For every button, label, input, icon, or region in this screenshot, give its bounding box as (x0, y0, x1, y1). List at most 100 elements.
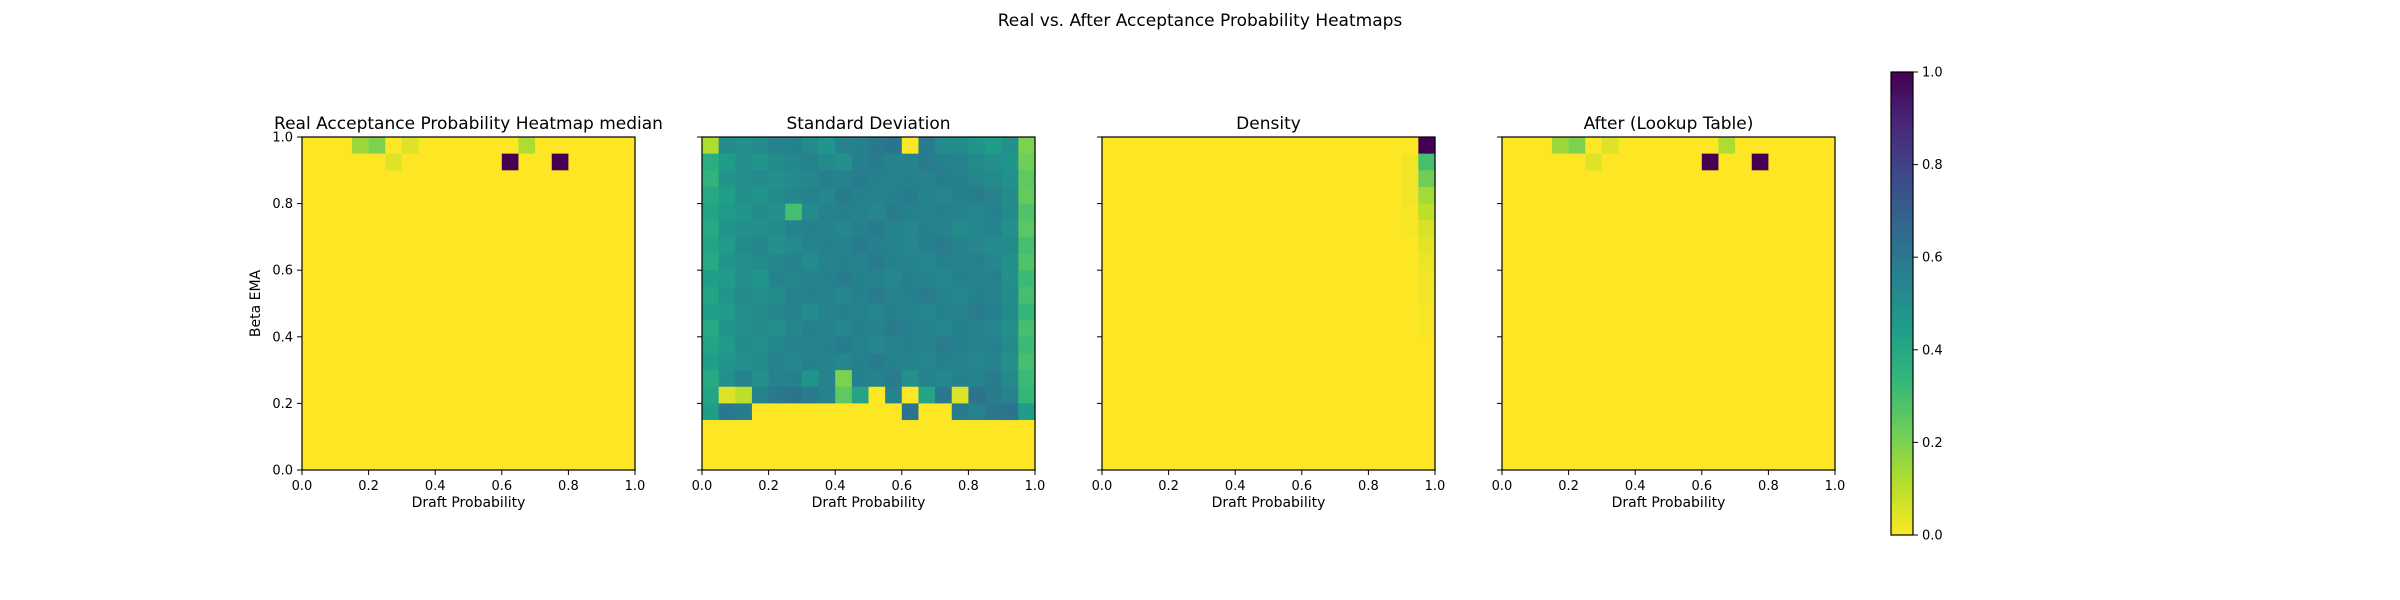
heatmap-cell (568, 403, 586, 421)
heatmap-cell (1235, 153, 1253, 171)
heatmap-cell (768, 353, 786, 371)
heatmap-cell (451, 236, 470, 255)
heatmap-cell (1685, 453, 1703, 471)
heatmap-cell (851, 353, 870, 371)
heatmap-cell (702, 203, 720, 221)
heatmap-cell (1335, 286, 1353, 305)
heatmap-cell (851, 203, 870, 221)
heatmap-cell (401, 403, 420, 421)
heatmap-cell (485, 203, 503, 221)
heatmap-cell (585, 203, 603, 221)
heatmap-cell (1301, 220, 1320, 238)
heatmap-cell (1535, 286, 1553, 305)
heatmap-cell (1018, 270, 1036, 288)
heatmap-cell (1218, 286, 1236, 305)
heatmap-cell (1268, 336, 1286, 355)
heatmap-cell (818, 286, 836, 305)
heatmap-cell (1351, 253, 1369, 271)
colorbar-segment (1891, 396, 1913, 402)
heatmap-cell (1635, 270, 1653, 288)
heatmap-cell (1751, 420, 1769, 438)
heatmap-cell (1818, 303, 1836, 321)
heatmap-cell (1368, 253, 1386, 271)
heatmap-cell (1735, 253, 1753, 271)
heatmap-cell (1235, 336, 1253, 355)
heatmap-cell (1568, 320, 1586, 338)
heatmap-cell (935, 336, 953, 355)
heatmap-cell (1151, 370, 1170, 388)
heatmap-cell (435, 203, 453, 221)
heatmap-cell (435, 403, 453, 421)
heatmap-cell (1785, 386, 1803, 404)
heatmap-cell (1518, 170, 1536, 188)
heatmap-cell (1651, 236, 1670, 255)
heatmap-cell (1635, 203, 1653, 221)
colorbar-segment (1891, 298, 1913, 305)
heatmap-cell (1768, 286, 1786, 305)
heatmap-cell (318, 336, 336, 355)
heatmap-cell (1718, 153, 1736, 171)
heatmap-cell (1735, 320, 1753, 338)
colorbar-segment (1891, 215, 1913, 221)
heatmap-cell (1151, 236, 1170, 255)
heatmap-cell (1285, 386, 1303, 404)
heatmap-cell (751, 386, 770, 404)
heatmap-cell (585, 170, 603, 188)
heatmap-cell (1668, 336, 1686, 355)
heatmap-cell (1001, 370, 1019, 388)
heatmap-cell (551, 170, 569, 188)
heatmap-cell (1251, 420, 1270, 438)
heatmap-cell (1385, 270, 1403, 288)
heatmap-cell (901, 153, 920, 171)
heatmap-cell (418, 236, 436, 255)
heatmap-panel-4: After (Lookup Table)0.0 0.2 0.4 0.6 0.8 1.0Dr… (1492, 114, 1846, 511)
heatmap-cell (702, 170, 720, 188)
heatmap-cell (901, 386, 920, 404)
heatmap-cell (451, 286, 470, 305)
heatmap-cell (1551, 453, 1570, 471)
heatmap-cell (1618, 370, 1636, 388)
heatmap-cell (1568, 420, 1586, 438)
heatmap-cell (768, 303, 786, 321)
heatmap-cell (951, 320, 969, 338)
heatmap-cell (1318, 270, 1336, 288)
heatmap-cell (1668, 170, 1686, 188)
heatmap-cell (1818, 286, 1836, 305)
heatmap-cell (368, 186, 386, 205)
heatmap-cell (318, 170, 336, 188)
heatmap-cell (918, 170, 936, 188)
heatmap-cell (768, 436, 786, 454)
colorbar-segment (1891, 335, 1913, 342)
heatmap-cell (1685, 436, 1703, 454)
heatmap-cell (1018, 420, 1036, 438)
heatmap-cell (1768, 386, 1786, 404)
heatmap-cell (1151, 336, 1170, 355)
heatmap-cell (1218, 320, 1236, 338)
heatmap-cell (1801, 420, 1819, 438)
heatmap-cell (451, 270, 470, 288)
heatmap-cell (302, 253, 320, 271)
heatmap-cell (1685, 336, 1703, 355)
heatmap-cell (968, 253, 986, 271)
heatmap-cell (1751, 303, 1769, 321)
x-tick-label: 0.8 (958, 479, 979, 494)
heatmap-cell (401, 236, 420, 255)
heatmap-cell (918, 153, 936, 171)
heatmap-cell (501, 170, 520, 188)
heatmap-cell (735, 303, 753, 321)
heatmap-cell (1285, 186, 1303, 205)
heatmap-cell (1502, 203, 1520, 221)
colorbar-segment (1891, 150, 1913, 156)
heatmap-cell (401, 353, 420, 371)
heatmap-cell (1685, 203, 1703, 221)
heatmap-cell (1018, 320, 1036, 338)
heatmap-cell (451, 353, 470, 371)
heatmap-cell (1718, 353, 1736, 371)
heatmap-cell (1735, 436, 1753, 454)
heatmap-cell (751, 420, 770, 438)
heatmap-cell (1735, 220, 1753, 238)
heatmap-cell (468, 253, 486, 271)
heatmap-cell (1001, 270, 1019, 288)
heatmap-cell (1401, 220, 1419, 238)
heatmap-cell (1668, 253, 1686, 271)
